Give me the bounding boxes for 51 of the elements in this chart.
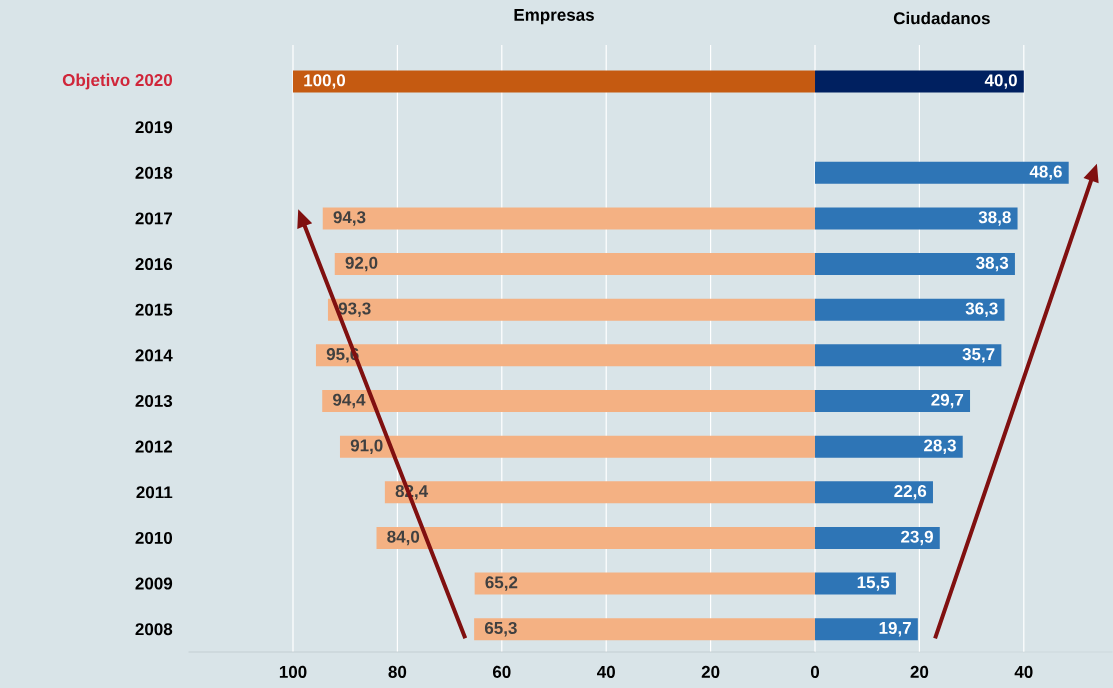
data-label: 29,7 [931,393,964,409]
data-label: 84,0 [387,530,420,546]
x-tick-label: 20 [701,665,720,678]
data-label: 38,3 [976,256,1009,272]
data-label: 36,3 [965,302,998,317]
y-tick-label: 2011 [136,486,173,499]
y-tick-label: 2013 [135,394,173,408]
data-label: 23,9 [901,530,933,546]
data-label: 48,6 [1029,165,1062,181]
data-label: 22,6 [894,485,927,500]
x-tick-label: 40 [597,665,615,678]
data-label: 28,3 [924,439,956,454]
y-tick-label: 2012 [135,440,173,453]
data-label: 15,5 [857,576,890,591]
data-label: 92,0 [345,256,378,272]
y-tick-label: 2019 [135,121,173,134]
data-label: 35,7 [962,348,995,363]
y-tick-label: 2016 [135,258,173,271]
data-label: 100,0 [304,74,346,89]
x-tick-label: 60 [492,665,511,678]
y-tick-label: 2008 [135,623,173,636]
y-tick-label: Objetivo 2020 [62,73,173,90]
data-label: 93,3 [338,302,371,317]
bar [815,618,918,641]
data-label: 40,0 [984,74,1017,89]
data-label: 91,0 [350,439,383,454]
y-tick-label: 2015 [135,303,173,316]
x-tick-label: 40 [1014,665,1033,678]
bar [815,526,940,549]
data-label: 65,3 [484,621,517,637]
y-tick-label: 2009 [135,577,173,590]
x-tick-label: 20 [910,665,929,678]
text: Empresas [514,9,594,25]
x-tick-label: 0 [810,665,820,678]
x-tick-label: 80 [388,665,407,678]
bar [815,435,963,458]
bar [815,161,1069,184]
data-label: 19,7 [879,621,911,637]
y-tick-label: 2018 [135,166,173,179]
y-tick-label: 2017 [135,212,172,225]
text: Ciudadanos [893,11,990,25]
data-label: 65,2 [485,576,518,591]
bar [815,572,896,595]
y-tick-label: 2010 [135,531,173,544]
data-label: 94,3 [333,211,366,226]
bar [815,389,971,412]
data-label: 94,4 [333,393,366,409]
data-label: 38,8 [978,211,1011,226]
bar [815,481,933,504]
y-tick-label: 2014 [135,349,173,362]
x-tick-label: 100 [279,665,307,678]
